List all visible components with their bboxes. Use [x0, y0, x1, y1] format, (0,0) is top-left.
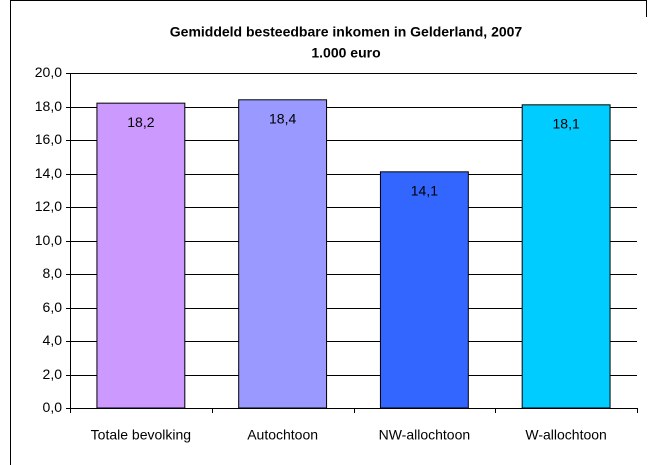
y-tick-label: 18,0: [35, 98, 62, 114]
x-tick-label: Autochtoon: [247, 427, 318, 443]
x-tick-label: Totale bevolking: [91, 427, 191, 443]
y-tick-label: 0,0: [43, 399, 63, 415]
x-tick-label: W-allochtoon: [525, 427, 606, 443]
bar: [238, 99, 328, 409]
x-tick-label: NW-allochtoon: [379, 427, 471, 443]
bar: [521, 104, 611, 409]
y-tick-label: 6,0: [43, 299, 63, 315]
chart-subtitle: 1.000 euro: [311, 45, 380, 61]
bar: [96, 102, 186, 409]
y-tick-label: 10,0: [35, 232, 62, 248]
y-tick-label: 16,0: [35, 131, 62, 147]
data-label: 18,2: [127, 114, 154, 130]
data-label: 18,4: [269, 111, 296, 127]
y-tick-label: 2,0: [43, 366, 63, 382]
chart-title: Gemiddeld besteedbare inkomen in Gelderl…: [170, 24, 523, 40]
y-tick-label: 12,0: [35, 198, 62, 214]
y-tick-label: 20,0: [35, 64, 62, 80]
data-label: 18,1: [553, 116, 580, 132]
y-tick-label: 4,0: [43, 332, 63, 348]
y-tick-label: 14,0: [35, 165, 62, 181]
y-tick-label: 8,0: [43, 265, 63, 281]
data-label: 14,1: [411, 183, 438, 199]
bar: [379, 171, 469, 409]
